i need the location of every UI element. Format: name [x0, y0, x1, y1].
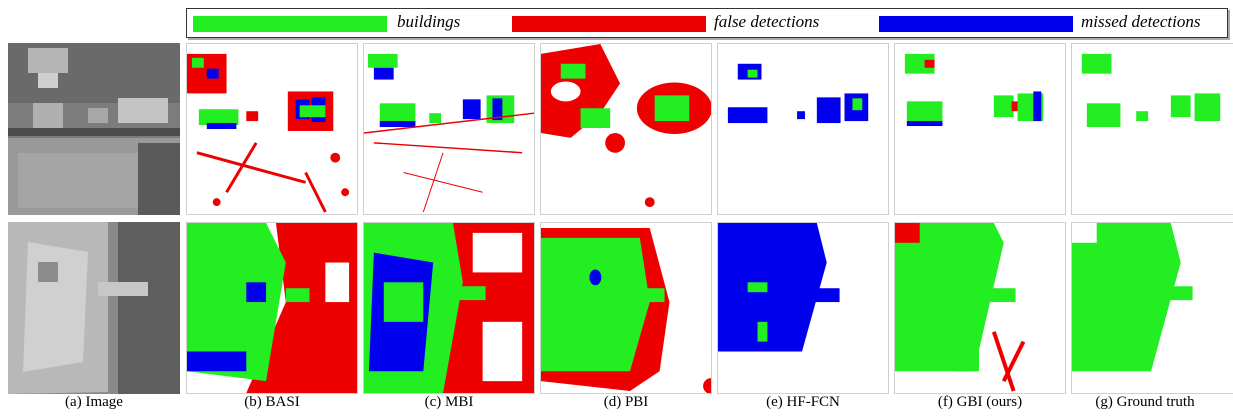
- result-hffcn-1: [717, 43, 889, 215]
- result-basi-1: [186, 43, 358, 215]
- ground-truth-1: [1071, 43, 1233, 215]
- ground-truth-2: [1071, 222, 1233, 394]
- caption-basi: (b) BASI: [244, 394, 300, 410]
- result-mbi-1: [363, 43, 535, 215]
- aerial-image-2: [8, 222, 180, 394]
- caption-pbi: (d) PBI: [603, 394, 649, 410]
- caption-gbi: (f) GBI (ours): [937, 394, 1023, 410]
- result-pbi-2: [540, 222, 712, 394]
- result-mbi-2: [363, 222, 535, 394]
- result-basi-2: [186, 222, 358, 394]
- caption-ground-truth: (g) Ground truth: [1095, 394, 1195, 410]
- legend-label-false-detections: false detections: [714, 12, 820, 31]
- legend-swatch-missed-detections: [879, 16, 1073, 32]
- legend-swatch-false-detections: [512, 16, 706, 32]
- legend-label-missed-detections: missed detections: [1081, 12, 1201, 31]
- legend-swatch-buildings: [193, 16, 387, 32]
- legend: buildings false detections missed detect…: [186, 8, 1228, 38]
- result-gbi-2: [894, 222, 1066, 394]
- result-gbi-1: [894, 43, 1066, 215]
- caption-hffcn: (e) HF-FCN: [766, 394, 840, 410]
- result-hffcn-2: [717, 222, 889, 394]
- caption-image: (a) Image: [65, 394, 123, 410]
- caption-mbi: (c) MBI: [424, 394, 474, 410]
- legend-label-buildings: buildings: [397, 12, 461, 31]
- aerial-image-1: [8, 43, 180, 215]
- result-pbi-1: [540, 43, 712, 215]
